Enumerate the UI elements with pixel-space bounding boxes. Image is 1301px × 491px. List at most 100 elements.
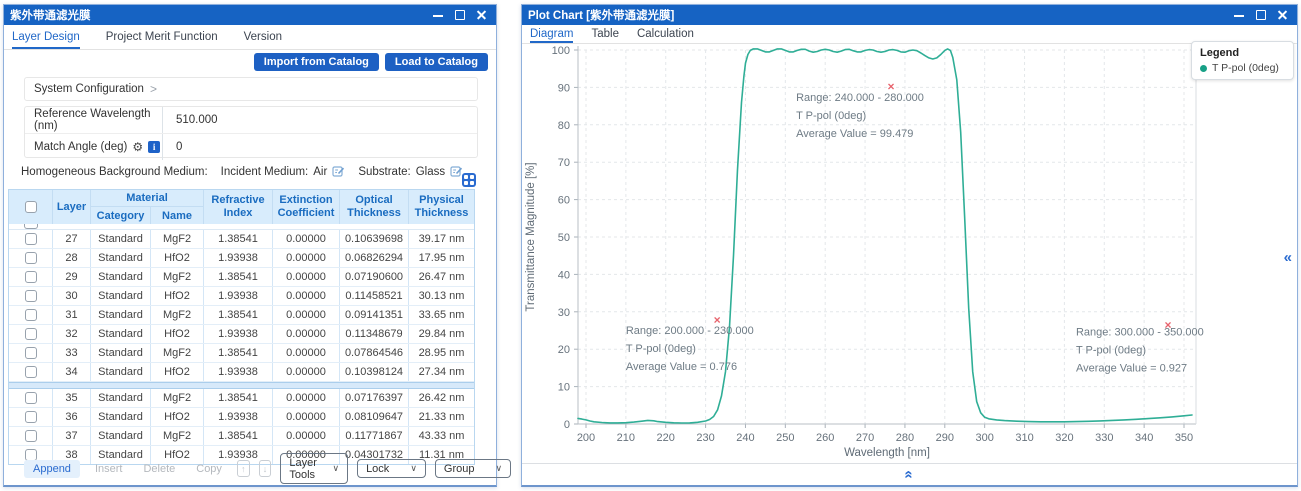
table-row[interactable]: 27 Standard MgF2 1.38541 0.00000 0.10639… xyxy=(9,230,474,249)
col-category[interactable]: Category xyxy=(90,207,150,224)
cell-extinction-coefficient: 0.00000 xyxy=(272,344,339,362)
col-material[interactable]: Material xyxy=(90,190,203,207)
edit-incident-medium-icon[interactable] xyxy=(332,165,345,178)
reference-wavelength-field[interactable]: 510.000 xyxy=(162,107,477,133)
right-window-title: Plot Chart [紫外带通滤光膜] xyxy=(528,10,675,22)
annotation-line: Average Value = 0.927 xyxy=(1076,363,1187,375)
col-physical-thickness[interactable]: Physical Thickness xyxy=(408,190,474,224)
compact-view-icon[interactable] xyxy=(462,173,476,187)
cell-layer: 33 xyxy=(52,344,90,362)
cell-refractive-index: 1.93938 xyxy=(203,408,272,426)
background-medium-row: Homogeneous Background Medium: Incident … xyxy=(21,165,463,178)
tab-calculation[interactable]: Calculation xyxy=(636,28,694,40)
gear-icon[interactable]: ⚙ xyxy=(132,140,144,154)
match-angle-field[interactable]: 0 xyxy=(162,134,477,160)
cell-name: MgF2 xyxy=(150,427,203,445)
cell-category: Standard xyxy=(90,363,150,381)
row-checkbox[interactable] xyxy=(24,366,37,378)
row-checkbox[interactable] xyxy=(24,252,37,264)
row-checkbox[interactable] xyxy=(24,392,37,404)
cell-optical-thickness: 0.06826294 xyxy=(339,249,408,267)
cell-extinction-coefficient: 0.00000 xyxy=(272,446,339,464)
cell-extinction-coefficient: 0.00000 xyxy=(272,427,339,445)
cell-refractive-index: 1.38541 xyxy=(203,306,272,324)
minimize-icon[interactable] xyxy=(1233,9,1245,21)
checkbox-cell xyxy=(9,306,52,324)
col-refractive-index[interactable]: Refractive Index xyxy=(203,190,272,224)
plot-chart-window: Plot Chart [紫外带通滤光膜] Diagram Table Calcu… xyxy=(521,4,1298,487)
table-row[interactable]: 36 Standard HfO2 1.93938 0.00000 0.08109… xyxy=(9,408,474,427)
tab-project-merit-function[interactable]: Project Merit Function xyxy=(105,31,218,43)
append-button[interactable]: Append xyxy=(24,459,80,478)
row-checkbox[interactable] xyxy=(24,411,37,423)
tab-layer-design[interactable]: Layer Design xyxy=(12,25,80,49)
row-checkbox[interactable] xyxy=(24,290,37,302)
info-icon[interactable]: i xyxy=(148,141,161,153)
col-optical-thickness[interactable]: Optical Thickness xyxy=(339,190,408,224)
cell-category: Standard xyxy=(90,230,150,248)
table-row[interactable]: 37 Standard MgF2 1.38541 0.00000 0.11771… xyxy=(9,427,474,446)
row-checkbox[interactable] xyxy=(24,309,37,321)
delete-button[interactable]: Delete xyxy=(143,462,176,475)
row-checkbox[interactable] xyxy=(24,271,37,283)
range-marker-icon[interactable]: × xyxy=(714,313,721,327)
table-row[interactable]: 28 Standard HfO2 1.93938 0.00000 0.06826… xyxy=(9,249,474,268)
right-tab-bar: Diagram Table Calculation xyxy=(522,25,1297,44)
row-checkbox[interactable] xyxy=(24,328,37,340)
close-icon[interactable] xyxy=(1277,9,1289,21)
move-down-button[interactable]: ↓ xyxy=(258,460,272,477)
import-from-catalog-button[interactable]: Import from Catalog xyxy=(253,53,379,71)
system-configuration-header[interactable]: System Configuration > xyxy=(24,77,478,101)
cell-optical-thickness: 0.11348679 xyxy=(339,325,408,343)
table-row[interactable]: 30 Standard HfO2 1.93938 0.00000 0.11458… xyxy=(9,287,474,306)
close-icon[interactable] xyxy=(476,9,488,21)
cell-optical-thickness: 0.09141351 xyxy=(339,306,408,324)
maximize-icon[interactable] xyxy=(454,9,466,21)
annotation-line: Range: 300.000 - 350.000 xyxy=(1076,327,1204,339)
table-row[interactable]: 31 Standard MgF2 1.38541 0.00000 0.09141… xyxy=(9,306,474,325)
table-row[interactable]: 32 Standard HfO2 1.93938 0.00000 0.11348… xyxy=(9,325,474,344)
left-window-title: 紫外带通滤光膜 xyxy=(10,10,91,22)
collapse-panel-button[interactable]: « xyxy=(1283,249,1292,266)
row-checkbox[interactable] xyxy=(24,233,37,245)
insert-button[interactable]: Insert xyxy=(94,462,123,475)
lock-dropdown[interactable]: Lock ∨ xyxy=(357,459,426,478)
tab-diagram[interactable]: Diagram xyxy=(530,25,574,43)
col-layer[interactable]: Layer xyxy=(52,190,90,224)
cell-layer: 38 xyxy=(52,446,90,464)
col-name[interactable]: Name xyxy=(150,207,203,224)
layer-tools-button[interactable]: Layer Tools ∨ xyxy=(280,453,349,484)
cell-category: Standard xyxy=(90,306,150,324)
tab-version[interactable]: Version xyxy=(243,31,282,43)
x-tick-label: 270 xyxy=(856,432,874,444)
table-row[interactable]: 33 Standard MgF2 1.38541 0.00000 0.07864… xyxy=(9,344,474,363)
table-row[interactable]: 29 Standard MgF2 1.38541 0.00000 0.07190… xyxy=(9,268,474,287)
minimize-icon[interactable] xyxy=(432,9,444,21)
catalog-button-row: Import from Catalog Load to Catalog xyxy=(4,53,488,71)
copy-button[interactable]: Copy xyxy=(196,462,222,475)
edit-substrate-icon[interactable] xyxy=(450,165,463,178)
x-tick-label: 280 xyxy=(896,432,914,444)
legend-item[interactable]: T P-pol (0deg) xyxy=(1200,62,1285,74)
col-extinction-coefficient[interactable]: Extinction Coefficient xyxy=(272,190,339,224)
range-marker-icon[interactable]: × xyxy=(1165,318,1172,332)
group-dropdown[interactable]: Group ∨ xyxy=(434,459,512,478)
load-to-catalog-button[interactable]: Load to Catalog xyxy=(384,53,488,71)
range-marker-icon[interactable]: × xyxy=(887,80,894,94)
table-row[interactable]: 35 Standard MgF2 1.38541 0.00000 0.07176… xyxy=(9,389,474,408)
cell-refractive-index: 1.93938 xyxy=(203,363,272,381)
right-titlebar: Plot Chart [紫外带通滤光膜] xyxy=(522,5,1297,25)
tab-table[interactable]: Table xyxy=(591,28,619,40)
maximize-icon[interactable] xyxy=(1255,9,1267,21)
select-all-checkbox[interactable] xyxy=(24,201,37,213)
cell-physical-thickness: 21.33 nm xyxy=(408,408,474,426)
row-checkbox[interactable] xyxy=(24,430,37,442)
expand-bottom-button[interactable]: « xyxy=(901,470,918,479)
table-row[interactable]: 34 Standard HfO2 1.93938 0.00000 0.10398… xyxy=(9,363,474,382)
y-tick-label: 40 xyxy=(558,269,570,281)
row-checkbox[interactable] xyxy=(24,347,37,359)
cell-layer: 31 xyxy=(52,306,90,324)
table-row[interactable]: 38 Standard HfO2 1.93938 0.00000 0.04301… xyxy=(9,446,474,464)
cell-category: Standard xyxy=(90,249,150,267)
move-up-button[interactable]: ↑ xyxy=(236,460,250,477)
